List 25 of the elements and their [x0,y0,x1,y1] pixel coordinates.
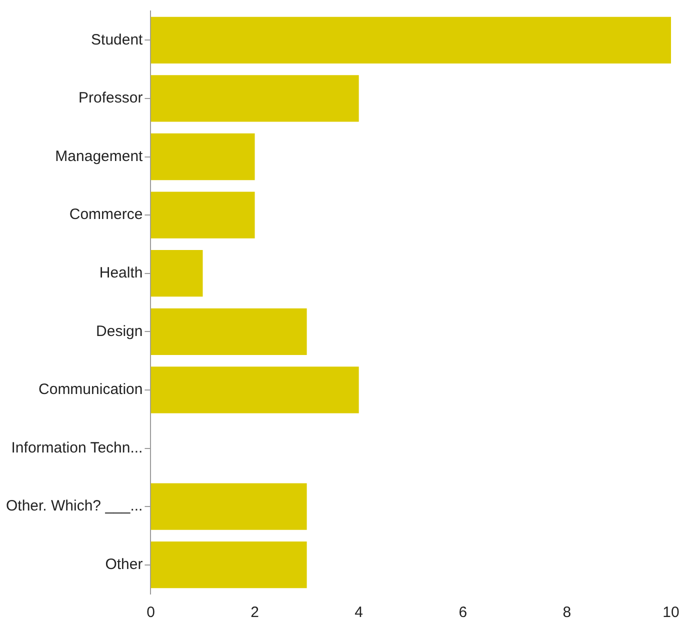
bar [150,483,307,530]
bar [150,366,359,414]
bar [150,542,307,588]
x-tick-label: 2 [250,604,259,622]
bar [150,133,255,180]
y-tick-label: Other [105,556,143,573]
bar [150,308,307,355]
y-tick-label: Other. Which? ___... [6,498,143,515]
y-tick-label: Communication [38,381,143,398]
y-tick-label: Health [99,264,143,282]
x-tick-label: 8 [562,604,572,622]
x-tick-label: 4 [354,604,364,622]
y-tick-label: Professor [78,90,143,107]
y-tick-label: Design [96,322,143,340]
bar [150,192,255,238]
bar [150,250,203,297]
x-tick-label: 6 [458,604,468,622]
y-tick-label: Commerce [69,206,143,224]
x-tick-label: 0 [146,604,155,622]
x-tick-label: 10 [662,604,680,622]
bar [150,75,359,122]
bar [150,16,671,64]
y-tick-label: Information Techn... [11,439,143,456]
y-tick-label: Management [55,148,144,165]
y-tick-label: Student [91,31,144,48]
